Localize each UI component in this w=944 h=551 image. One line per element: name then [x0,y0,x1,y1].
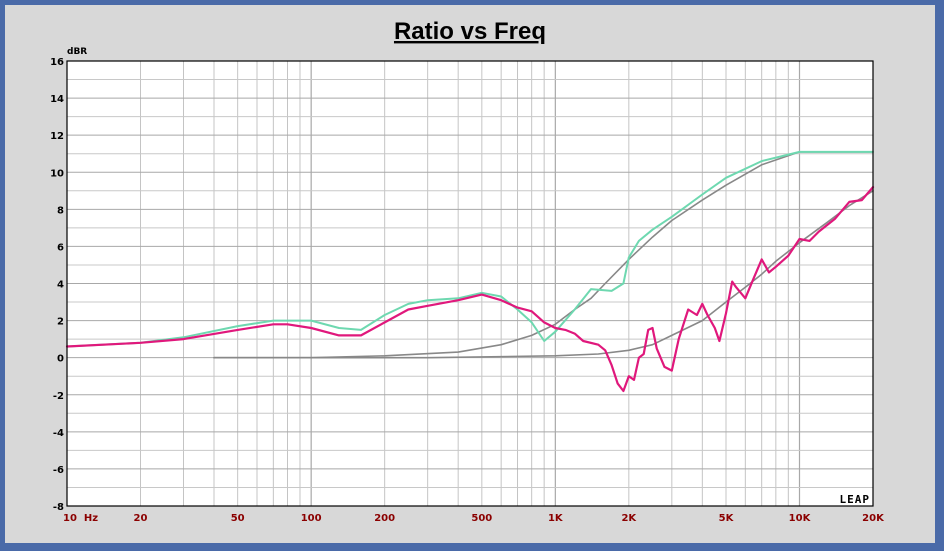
x-tick-label: 20 [134,513,148,524]
x-tick-label: 50 [231,513,245,524]
x-tick-label: 200 [374,513,395,524]
y-axis-unit-label: dBR [67,47,87,57]
y-tick-label: -6 [53,465,64,476]
y-tick-label: 16 [50,57,64,68]
leap-logo: LEAP [840,493,871,506]
chart: Ratio vs Freq dBR 1614121086420-2-4-6-8 … [50,18,885,524]
x-tick-label: 5K [719,513,735,524]
x-tick-label: 1K [548,513,564,524]
y-tick-label: -4 [53,428,64,439]
y-tick-label: 10 [50,168,64,179]
y-tick-label: 2 [57,317,64,328]
y-tick-label: 0 [57,354,64,365]
x-axis-ticks: 10 Hz 20 50 100 200 500 1K 2K 5K 10K 20K [63,513,885,524]
series-line-3 [213,190,874,359]
grid [67,61,873,506]
x-tick-label: 2K [621,513,637,524]
y-tick-label: -8 [53,502,64,513]
y-tick-label: 14 [50,94,64,105]
y-tick-label: 8 [57,205,64,216]
y-tick-label: 12 [50,131,64,142]
series-line-2 [213,151,874,359]
chart-title: Ratio vs Freq [394,18,546,45]
x-tick-label: 100 [301,513,322,524]
y-tick-label: 4 [57,280,64,291]
y-tick-label: -2 [53,391,64,402]
y-tick-label: 6 [57,242,64,253]
x-tick-label: 500 [471,513,492,524]
x-tick-label: 10K [789,513,812,524]
series-line-0 [66,150,874,348]
series-line-1 [65,186,875,393]
x-tick-label: 20K [862,513,885,524]
chart-frame: Ratio vs Freq dBR 16 14 12 10 8 6 4 2 0 -2 -4 -6 -8 … [5,5,935,543]
series-layer [65,150,875,393]
x-tick-label: 10 Hz [63,513,98,524]
y-axis-ticks: 16 14 12 10 8 6 4 2 0 -2 -4 -6 -8 [50,57,64,513]
plot-border [66,60,874,507]
